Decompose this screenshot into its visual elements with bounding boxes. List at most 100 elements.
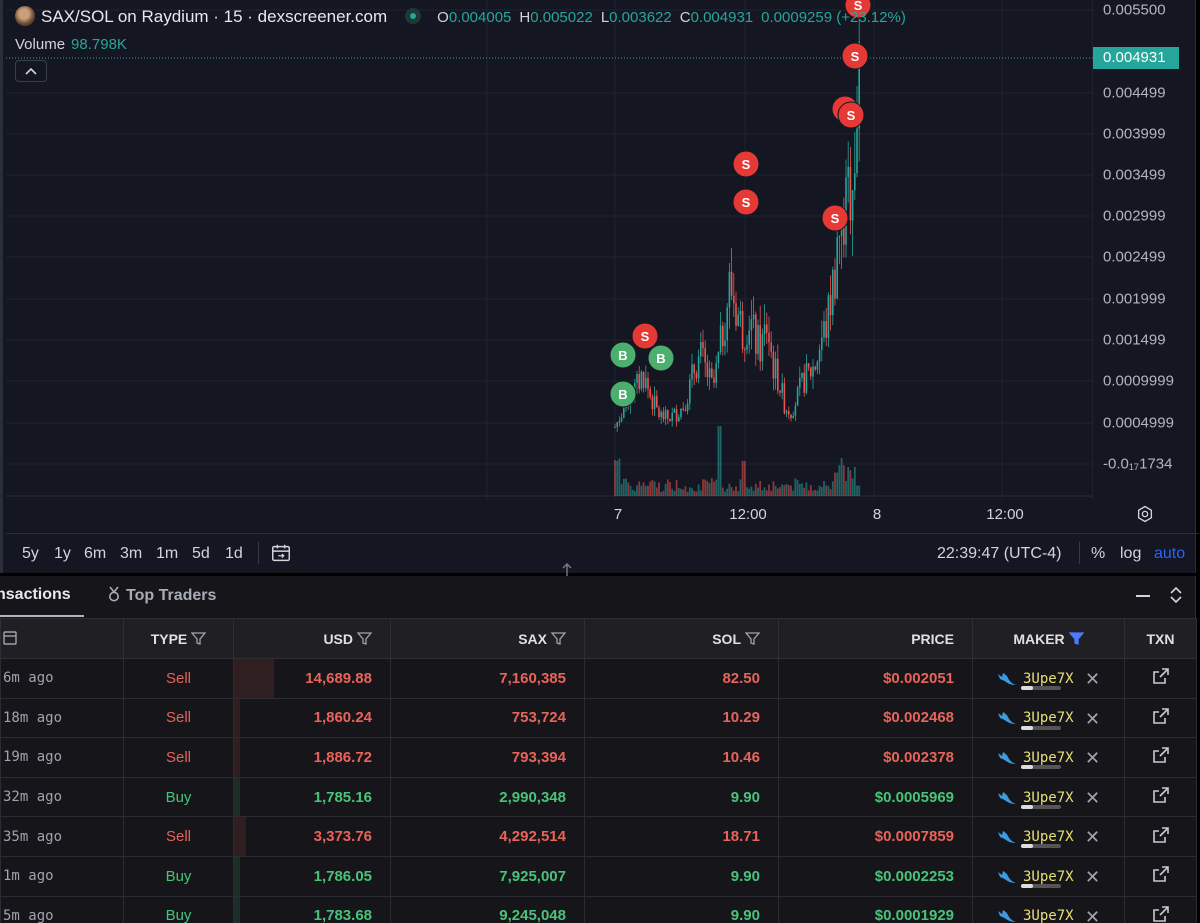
time-axis[interactable]: 7 12:00 8 12:00 (6, 500, 1093, 530)
candle-body (759, 325, 761, 362)
filter-icon[interactable] (745, 631, 760, 645)
maker-address[interactable]: 3Upe7X (1023, 749, 1074, 766)
remove-maker-filter-button[interactable]: ✕ (1085, 669, 1101, 689)
external-link-icon (1152, 826, 1169, 843)
candle-body (796, 387, 799, 406)
tx-maker[interactable]: 3Upe7X ✕ (972, 776, 1125, 818)
sell-marker[interactable]: S (841, 42, 869, 70)
remove-maker-filter-button[interactable]: ✕ (1085, 787, 1101, 808)
expand-panel-icon[interactable] (1168, 586, 1184, 604)
tx-link[interactable] (1124, 697, 1197, 739)
tx-age: 32m ago (0, 776, 124, 818)
buy-marker[interactable]: B (609, 380, 637, 408)
sell-marker[interactable]: S (821, 204, 849, 232)
table-row[interactable]: 6m ago Sell 14,689.88 7,160,385 82.50 $0.0020… (0, 658, 1197, 699)
range-button-1m[interactable]: 1m (156, 545, 179, 562)
buy-marker[interactable]: B (647, 344, 675, 372)
maker-address[interactable]: 3Upe7X (1023, 908, 1074, 923)
candle-body (825, 321, 827, 338)
volume-bar (761, 490, 764, 496)
sell-marker[interactable]: S (732, 150, 760, 178)
chart-settings-icon[interactable] (1136, 505, 1154, 523)
tx-link[interactable] (1124, 737, 1197, 778)
volume-bar (682, 489, 685, 496)
table-row[interactable]: 5m ago Buy 1,783.68 9,245,048 9.90 $0.0001929… (0, 895, 1197, 923)
tx-maker[interactable]: 3Upe7X ✕ (972, 816, 1125, 857)
range-button-3m[interactable]: 3m (120, 545, 143, 562)
auto-scale-button[interactable]: auto (1154, 545, 1186, 562)
calendar-icon (3, 631, 17, 645)
sell-marker[interactable]: S (631, 322, 659, 350)
price-axis-tick: 0.004499 (1103, 84, 1166, 102)
maker-address[interactable]: 3Upe7X (1023, 829, 1074, 846)
calendar-go-to-icon[interactable] (270, 542, 292, 564)
date-column-header[interactable] (0, 618, 124, 659)
sell-marker[interactable]: S (844, 0, 872, 19)
buy-marker[interactable]: B (609, 341, 637, 369)
price-axis[interactable]: 0.005500 0.004499 0.003999 0.003499 0.002999… (1093, 0, 1199, 500)
tx-link[interactable] (1124, 776, 1197, 818)
maker-holding-bar (1021, 765, 1061, 770)
log-scale-button[interactable]: log (1120, 545, 1142, 562)
maker-address[interactable]: 3Upe7X (1023, 670, 1074, 687)
candle-body (829, 295, 832, 316)
volume-bar (710, 478, 713, 496)
range-button-1y[interactable]: 1y (54, 545, 71, 562)
tx-link[interactable] (1124, 855, 1197, 897)
tx-token-amount: 793,394 (390, 737, 585, 778)
range-button-6m[interactable]: 6m (84, 545, 107, 562)
usd-column-header[interactable]: USD (233, 618, 391, 659)
tx-link[interactable] (1124, 895, 1197, 923)
candle-body (697, 356, 700, 379)
filter-active-icon[interactable] (1068, 631, 1084, 645)
type-column-header[interactable]: TYPE (123, 618, 234, 659)
remove-maker-filter-button[interactable]: ✕ (1085, 748, 1101, 769)
filter-icon[interactable] (551, 631, 566, 645)
range-button-5y[interactable]: 5y (22, 545, 39, 562)
tx-maker[interactable]: 3Upe7X ✕ (972, 737, 1125, 778)
sol-column-header[interactable]: SOL (584, 618, 779, 659)
table-row[interactable]: 18m ago Sell 1,860.24 753,724 10.29 $0.002468… (0, 697, 1197, 739)
price-axis-tick: 0.002499 (1103, 248, 1166, 266)
maker-address[interactable]: 3Upe7X (1023, 789, 1074, 806)
table-row[interactable]: 35m ago Sell 3,373.76 4,292,514 18.71 $0.0007… (0, 816, 1197, 857)
tab-top-traders[interactable]: Top Traders (106, 586, 216, 605)
maker-address[interactable]: 3Upe7X (1023, 710, 1074, 727)
collapse-legend-button[interactable] (15, 60, 47, 82)
tx-maker[interactable]: 3Upe7X ✕ (972, 658, 1125, 699)
range-button-5d[interactable]: 5d (192, 545, 210, 562)
token-column-header[interactable]: SAX (390, 618, 585, 659)
remove-maker-filter-button[interactable]: ✕ (1085, 866, 1101, 887)
candle-body (678, 417, 680, 422)
tab-transactions[interactable]: nsactions (0, 586, 71, 603)
tx-link[interactable] (1124, 816, 1197, 857)
table-row[interactable]: 1m ago Buy 1,786.05 7,925,007 9.90 $0.0002253… (0, 855, 1197, 897)
maker-column-header[interactable]: MAKER (972, 618, 1125, 659)
volume-bar (820, 486, 823, 496)
tx-maker[interactable]: 3Upe7X ✕ (972, 855, 1125, 897)
remove-maker-filter-button[interactable]: ✕ (1085, 906, 1101, 923)
table-row[interactable]: 19m ago Sell 1,886.72 793,394 10.46 $0.002378… (0, 737, 1197, 778)
sell-marker[interactable]: S (837, 101, 865, 129)
minimize-panel-button[interactable] (1136, 595, 1150, 597)
remove-maker-filter-button[interactable]: ✕ (1085, 827, 1101, 848)
filter-icon[interactable] (357, 631, 372, 645)
tx-maker[interactable]: 3Upe7X ✕ (972, 895, 1125, 923)
range-button-1d[interactable]: 1d (225, 545, 243, 562)
maker-address[interactable]: 3Upe7X (1023, 868, 1074, 885)
remove-maker-filter-button[interactable]: ✕ (1085, 708, 1101, 729)
volume-bar (614, 459, 616, 496)
chart-clock[interactable]: 22:39:47 (UTC-4) (937, 545, 1062, 562)
tx-link[interactable] (1124, 658, 1197, 699)
table-row[interactable]: 32m ago Buy 1,785.16 2,990,348 9.90 $0.000596… (0, 776, 1197, 818)
filter-icon[interactable] (191, 631, 207, 645)
marker-label: S (641, 329, 650, 344)
candle-body (744, 349, 746, 351)
percent-scale-button[interactable]: % (1091, 545, 1106, 562)
sell-marker[interactable]: S (732, 188, 760, 216)
volume-bar (779, 487, 781, 496)
usd-size-bar (234, 698, 240, 738)
tx-maker[interactable]: 3Upe7X ✕ (972, 697, 1125, 739)
